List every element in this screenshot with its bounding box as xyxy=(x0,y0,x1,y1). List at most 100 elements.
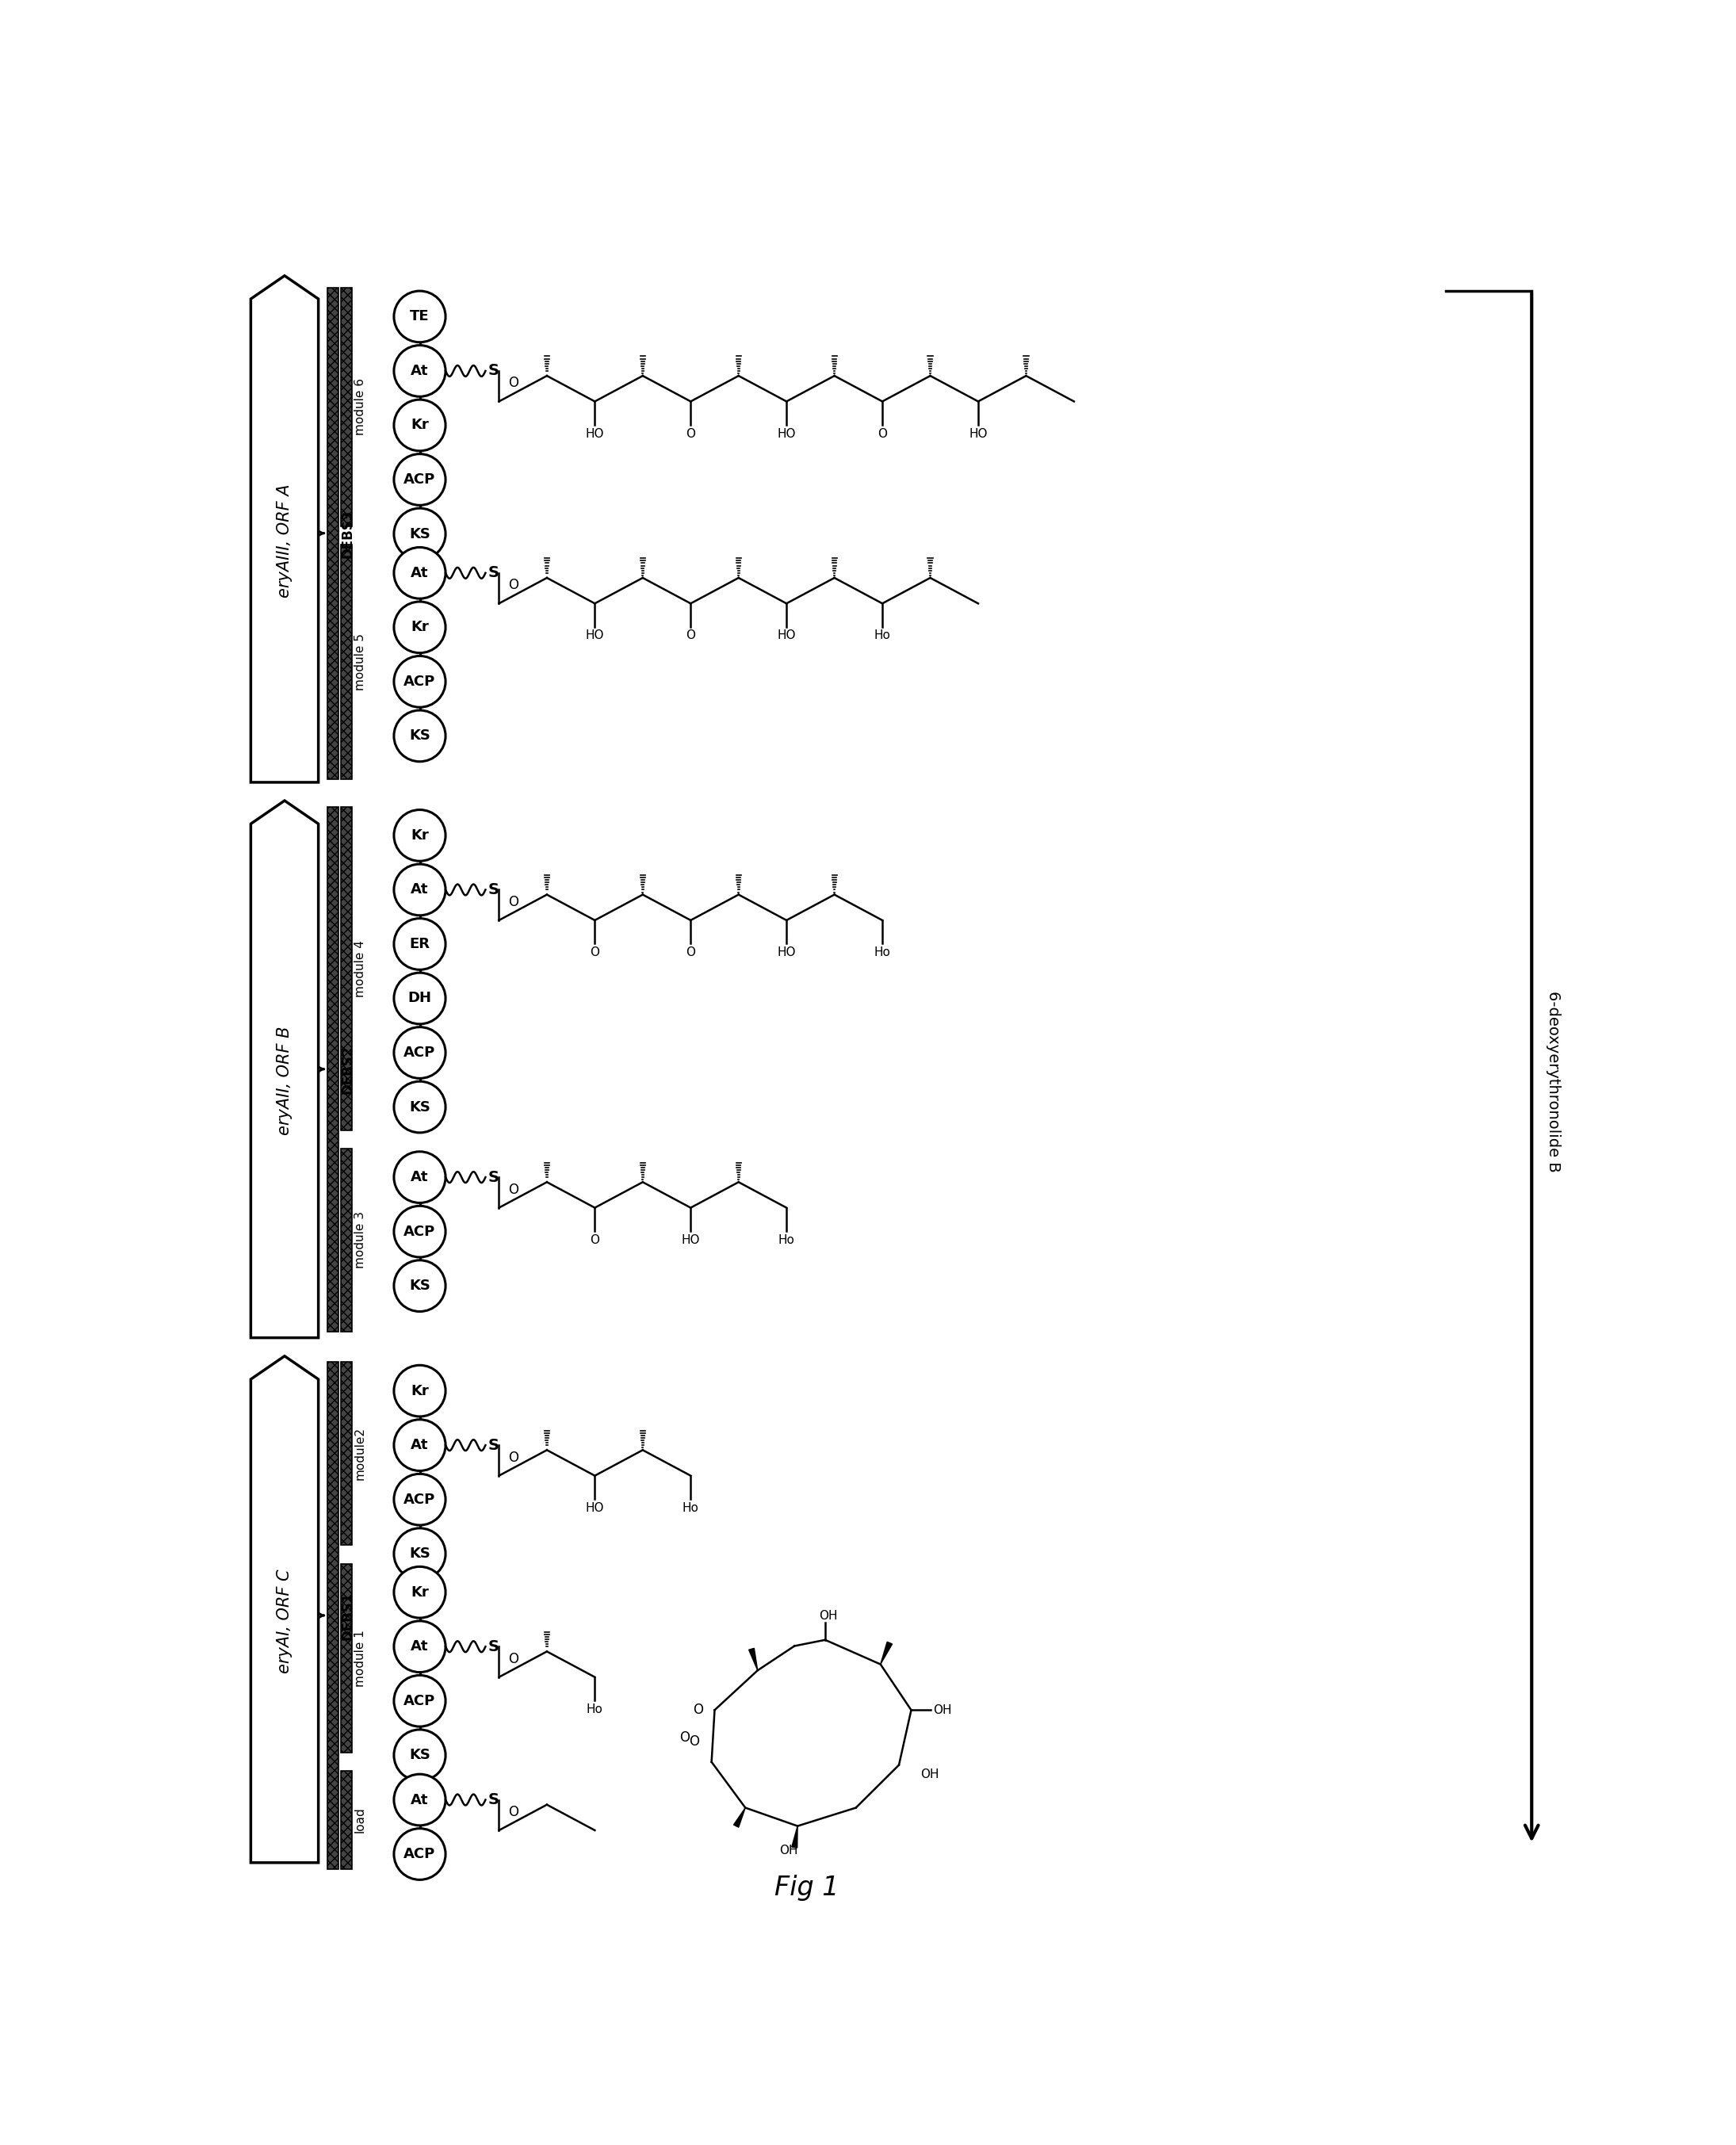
Text: At: At xyxy=(411,882,429,897)
Polygon shape xyxy=(250,1356,318,1862)
Circle shape xyxy=(394,1622,446,1673)
Text: KS: KS xyxy=(410,1547,431,1562)
Circle shape xyxy=(394,1566,446,1617)
Text: Kr: Kr xyxy=(411,418,429,433)
Circle shape xyxy=(394,656,446,708)
Text: S: S xyxy=(488,1639,498,1654)
Text: OH: OH xyxy=(920,1767,939,1780)
Text: HO: HO xyxy=(585,427,604,440)
Text: ACP: ACP xyxy=(404,1225,436,1238)
Text: module 6: module 6 xyxy=(354,378,366,435)
Bar xyxy=(328,287,339,779)
Text: At: At xyxy=(411,365,429,378)
Circle shape xyxy=(394,399,446,450)
Text: Kr: Kr xyxy=(411,1585,429,1600)
Text: DEBS2: DEBS2 xyxy=(340,1045,354,1094)
Text: TE: TE xyxy=(410,309,429,324)
Bar xyxy=(340,545,352,779)
Text: At: At xyxy=(411,1639,429,1654)
Text: O: O xyxy=(686,946,696,959)
Text: S: S xyxy=(488,1793,498,1808)
Circle shape xyxy=(394,1729,446,1780)
Text: O: O xyxy=(509,894,519,909)
Bar xyxy=(340,1564,352,1752)
Text: O: O xyxy=(509,1450,519,1465)
Circle shape xyxy=(394,1774,446,1825)
Polygon shape xyxy=(792,1825,797,1847)
Text: module 5: module 5 xyxy=(354,633,366,691)
Text: O: O xyxy=(509,375,519,390)
Text: O: O xyxy=(878,427,887,440)
Text: S: S xyxy=(488,1437,498,1452)
Circle shape xyxy=(394,918,446,970)
Polygon shape xyxy=(734,1808,745,1828)
Text: HO: HO xyxy=(585,1502,604,1514)
Circle shape xyxy=(394,1205,446,1257)
Text: OH: OH xyxy=(779,1845,797,1855)
Text: S: S xyxy=(488,882,498,897)
Text: O: O xyxy=(509,1652,519,1667)
Text: HO: HO xyxy=(585,631,604,641)
Text: Kr: Kr xyxy=(411,620,429,635)
Text: ACP: ACP xyxy=(404,472,436,487)
Text: O: O xyxy=(509,1804,519,1819)
Text: KS: KS xyxy=(410,1278,431,1293)
Polygon shape xyxy=(250,800,318,1338)
Text: At: At xyxy=(411,1437,429,1452)
Text: module 1: module 1 xyxy=(354,1630,366,1686)
Text: HO: HO xyxy=(778,946,795,959)
Circle shape xyxy=(394,1027,446,1079)
Circle shape xyxy=(394,455,446,506)
Text: ACP: ACP xyxy=(404,1045,436,1060)
Text: DEBS3: DEBS3 xyxy=(340,508,354,558)
Bar xyxy=(328,1362,339,1868)
Text: O: O xyxy=(693,1703,703,1718)
Circle shape xyxy=(394,508,446,560)
Text: ACP: ACP xyxy=(404,1695,436,1707)
Text: load: load xyxy=(354,1806,366,1834)
Circle shape xyxy=(394,811,446,860)
Bar xyxy=(340,1772,352,1868)
Text: S: S xyxy=(488,363,498,378)
Text: HO: HO xyxy=(681,1233,700,1246)
Text: O: O xyxy=(686,427,696,440)
Bar xyxy=(340,807,352,1130)
Text: module 3: module 3 xyxy=(354,1212,366,1268)
Text: O: O xyxy=(509,1182,519,1197)
Circle shape xyxy=(394,292,446,343)
Circle shape xyxy=(394,1081,446,1133)
Polygon shape xyxy=(880,1641,892,1665)
Text: At: At xyxy=(411,566,429,579)
Text: O: O xyxy=(689,1735,700,1748)
Text: At: At xyxy=(411,1793,429,1806)
Text: O: O xyxy=(686,631,696,641)
Text: O: O xyxy=(590,1233,599,1246)
Polygon shape xyxy=(250,277,318,783)
Text: eryAIII, ORF A: eryAIII, ORF A xyxy=(276,485,292,598)
Text: DEBS1: DEBS1 xyxy=(340,1592,354,1639)
Bar xyxy=(340,1148,352,1332)
Text: O: O xyxy=(509,577,519,592)
Text: S: S xyxy=(488,566,498,581)
Circle shape xyxy=(394,601,446,652)
Text: module 4: module 4 xyxy=(354,940,366,997)
Text: KS: KS xyxy=(410,528,431,541)
Circle shape xyxy=(394,972,446,1023)
Text: DH: DH xyxy=(408,991,432,1006)
Circle shape xyxy=(394,1675,446,1727)
Circle shape xyxy=(394,1420,446,1471)
Text: S: S xyxy=(488,1169,498,1184)
Circle shape xyxy=(394,1261,446,1311)
Text: Fig 1: Fig 1 xyxy=(774,1875,838,1900)
Text: At: At xyxy=(411,1169,429,1184)
Circle shape xyxy=(394,1828,446,1879)
Text: Kr: Kr xyxy=(411,828,429,843)
Text: O: O xyxy=(681,1731,689,1744)
Text: OH: OH xyxy=(932,1703,951,1716)
Circle shape xyxy=(394,1364,446,1416)
Text: Ho: Ho xyxy=(682,1502,700,1514)
Text: Ho: Ho xyxy=(873,946,891,959)
Circle shape xyxy=(394,710,446,761)
Circle shape xyxy=(394,1474,446,1525)
Text: HO: HO xyxy=(969,427,988,440)
